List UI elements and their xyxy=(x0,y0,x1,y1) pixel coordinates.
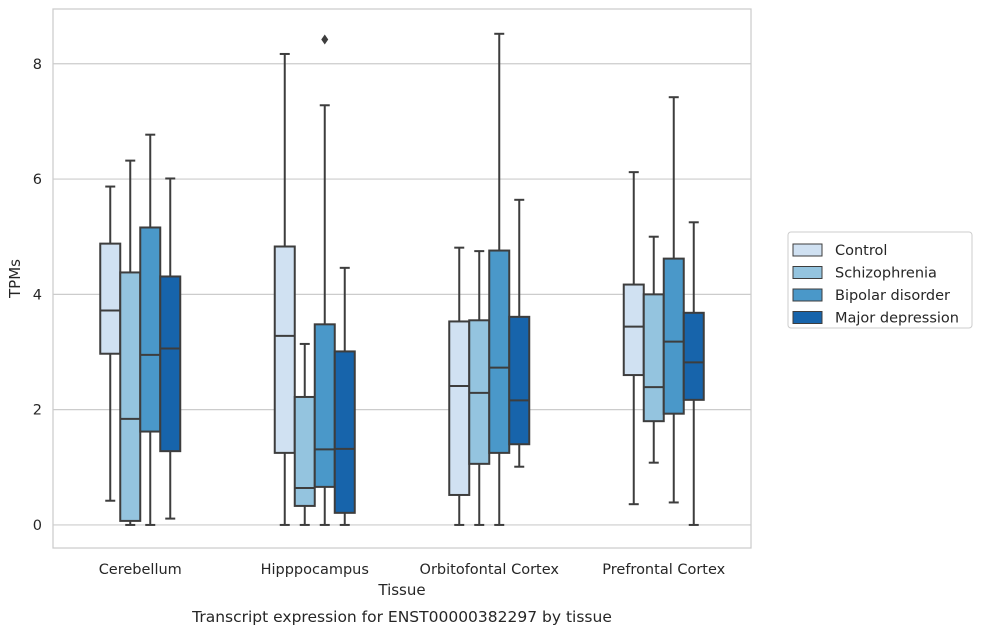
box-iqr xyxy=(293,395,316,507)
y-axis-label: TPMs xyxy=(6,259,24,299)
box-group xyxy=(448,246,471,526)
x-tick-label: Orbitofontal Cortex xyxy=(420,562,560,578)
box-iqr xyxy=(119,271,142,522)
y-tick-label: 6 xyxy=(33,172,42,188)
box-iqr xyxy=(333,350,356,514)
legend-label: Major depression xyxy=(835,311,959,327)
box-group xyxy=(273,52,296,526)
box-iqr xyxy=(488,249,511,454)
box-iqr xyxy=(448,320,471,496)
plot-frame xyxy=(52,8,752,549)
y-tick-label: 0 xyxy=(33,518,42,534)
box-group xyxy=(99,185,122,502)
legend-item: Schizophrenia xyxy=(792,266,937,282)
box-group xyxy=(682,221,705,526)
box-iqr xyxy=(313,323,336,488)
box-group xyxy=(119,159,142,526)
box-group xyxy=(313,34,336,526)
x-tick-label: Hipppocampus xyxy=(261,562,369,578)
legend-item: Control xyxy=(792,243,887,259)
box-group xyxy=(159,177,182,520)
box-iqr xyxy=(662,257,685,415)
legend-swatch xyxy=(792,266,823,279)
outlier-point xyxy=(321,34,329,45)
legend-swatch xyxy=(792,311,823,324)
legend-frame xyxy=(787,231,973,329)
box-iqr xyxy=(139,226,162,433)
legend-item: Bipolar disorder xyxy=(792,288,950,304)
box-iqr xyxy=(159,275,182,453)
box-iqr xyxy=(99,242,122,355)
box-group xyxy=(139,133,162,526)
legend-label: Control xyxy=(835,243,887,259)
legend-swatch xyxy=(792,243,823,257)
x-tick-label: Cerebellum xyxy=(99,562,182,578)
x-tick-labels: Cerebellum Hipppocampus Orbitofontal Corte… xyxy=(99,562,726,578)
box-iqr xyxy=(642,293,665,423)
box-iqr xyxy=(682,311,705,401)
legend-item: Major depression xyxy=(792,311,959,327)
box-group xyxy=(293,342,316,526)
chart-caption: Transcript expression for ENST0000038229… xyxy=(191,608,612,626)
box-group xyxy=(333,266,356,526)
box-group xyxy=(488,32,511,526)
box-group xyxy=(642,235,665,464)
legend-label: Bipolar disorder xyxy=(835,288,950,304)
y-tick-label: 8 xyxy=(33,57,42,73)
legend-label: Schizophrenia xyxy=(835,266,937,282)
x-axis-label: Tissue xyxy=(377,581,425,599)
box-iqr xyxy=(273,245,296,454)
legend-items: Control Schizophrenia Bipolar disorder Majo… xyxy=(792,243,959,327)
box-group xyxy=(468,250,491,526)
legend: Control Schizophrenia Bipolar disorder Majo… xyxy=(787,231,973,329)
box-group xyxy=(622,171,645,506)
box-plots xyxy=(99,32,705,526)
legend-swatch xyxy=(792,288,823,302)
y-tick-label: 2 xyxy=(33,403,42,419)
box-group xyxy=(508,198,531,468)
box-group xyxy=(662,96,685,504)
y-tick-label: 4 xyxy=(33,287,42,303)
y-tick-labels: 0 2 4 6 8 xyxy=(33,57,42,534)
box-iqr xyxy=(622,283,645,377)
x-tick-label: Prefrontal Cortex xyxy=(602,562,725,578)
box-iqr xyxy=(508,315,531,446)
